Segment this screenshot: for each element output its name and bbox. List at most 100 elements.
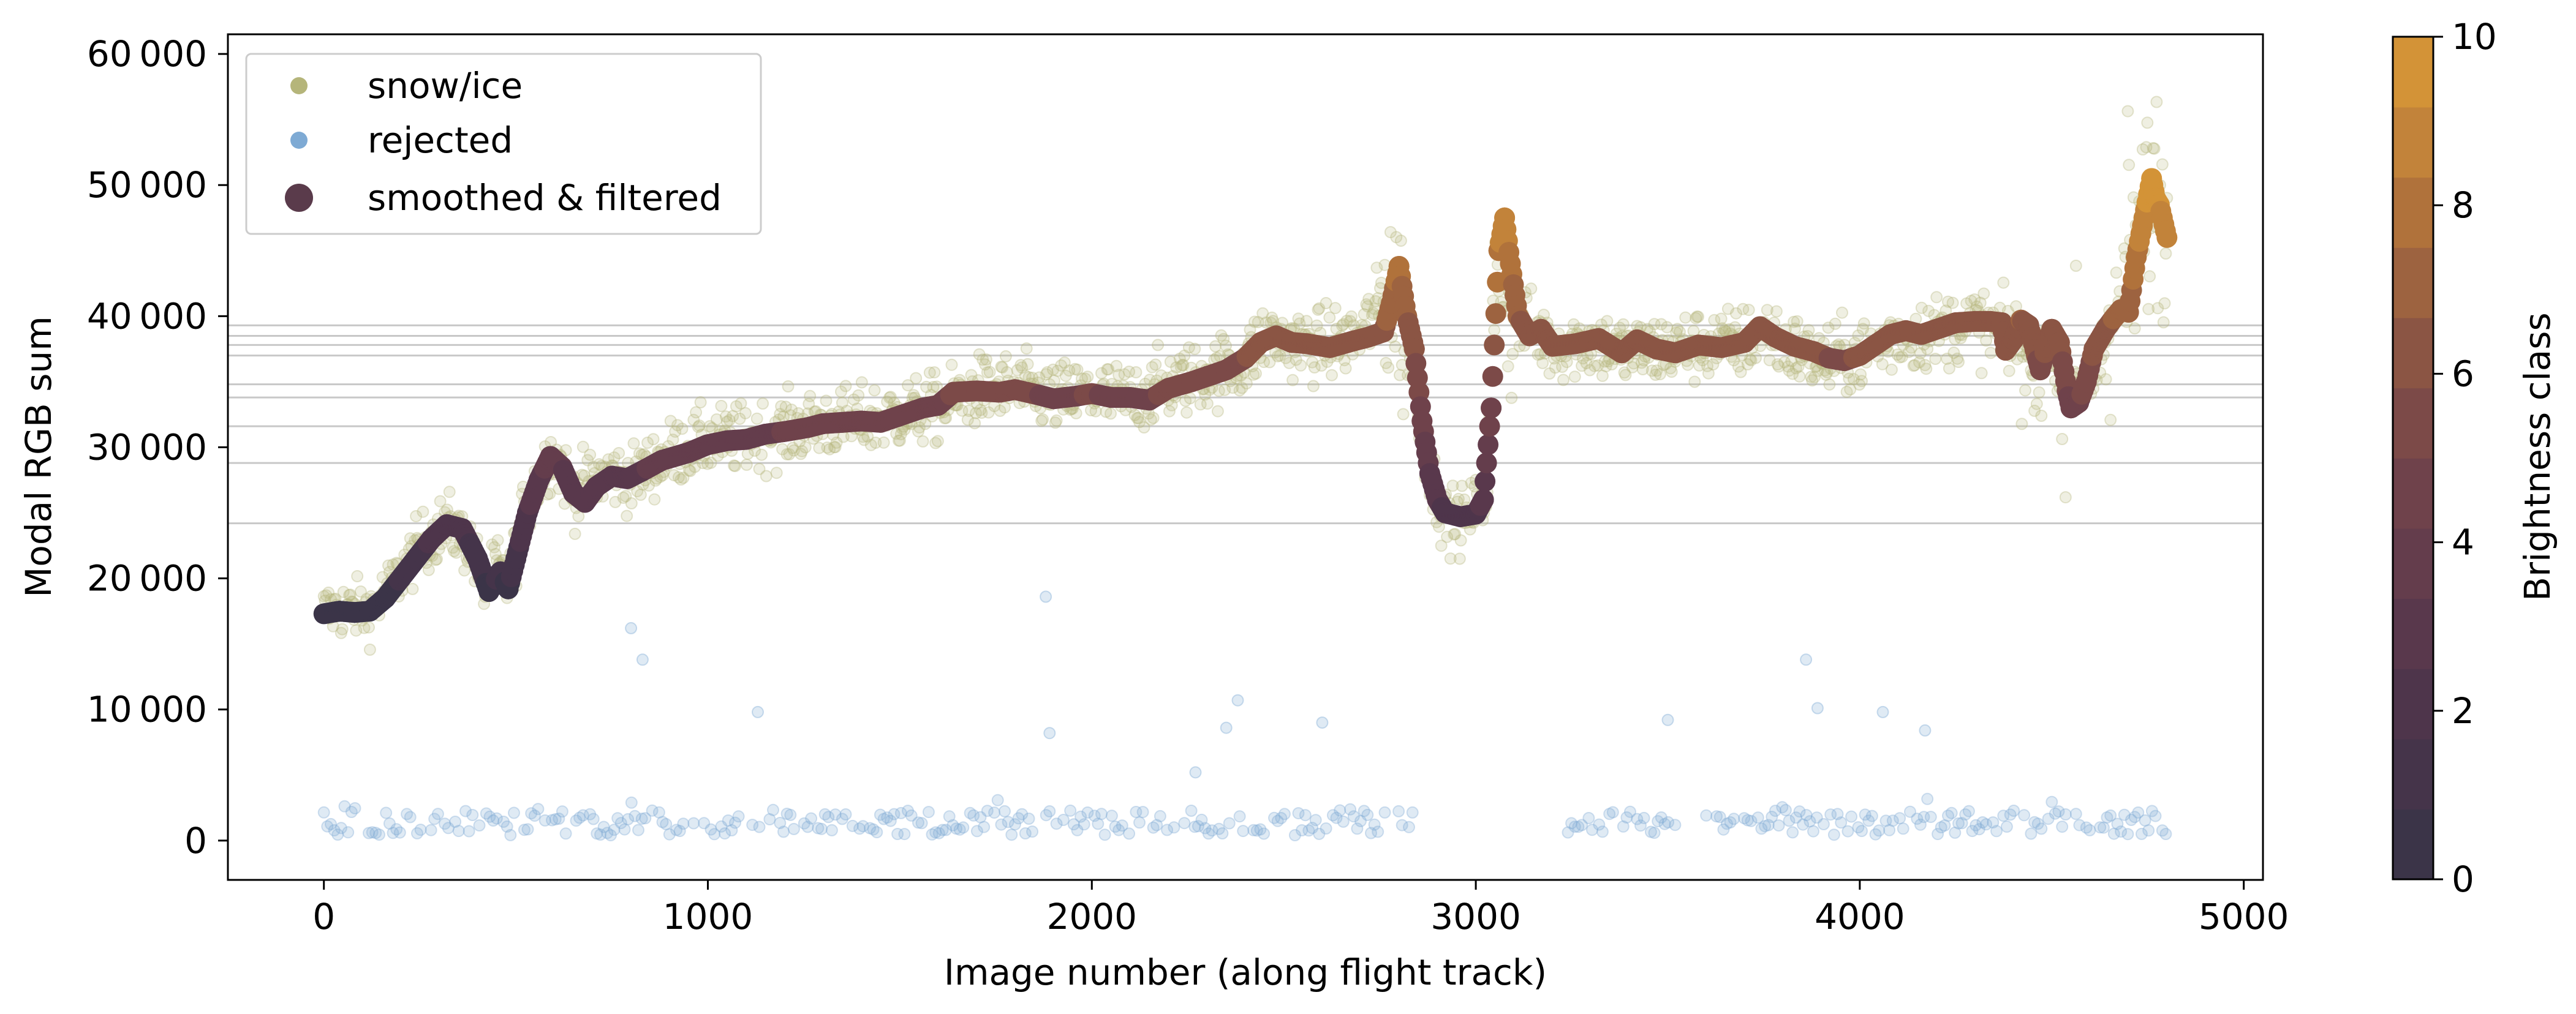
snow-ice-point [1260,316,1272,329]
snow-ice-point [999,350,1012,362]
rejected-point [1199,822,1212,835]
rejected-point [622,813,635,825]
smoothed-point [1473,489,1494,511]
rejected-point [1220,721,1233,734]
rejected-point [715,820,728,833]
snow-ice-point [406,582,419,595]
snow-ice-point [458,564,471,577]
snow-ice-point [995,361,1008,373]
snow-ice-point [839,380,852,392]
rejected-point [1800,653,1813,666]
smoothed-point [1475,471,1496,492]
rejected-point [1344,803,1357,816]
rejected-point [652,806,665,819]
snow-ice-point [1635,356,1648,369]
rejected-point [1879,814,1892,827]
snow-ice-point [1294,359,1307,372]
rejected-point [1189,766,1202,779]
rejected-point [629,809,641,822]
smoothed-point [1481,397,1502,419]
snow-ice-point [667,434,679,446]
rejected-point [704,823,717,836]
snow-ice-point [1543,367,1556,380]
snow-ice-point [1323,311,1336,324]
snow-ice-point [634,489,647,501]
rejected-point [518,824,531,836]
snow-ice-point [1655,318,1668,331]
rejected-point [1202,827,1215,840]
snow-ice-point [1290,353,1302,366]
snow-ice-point [350,624,363,637]
rejected-point [428,813,441,825]
snow-ice-point [703,420,716,433]
snow-ice-point [1743,353,1756,366]
rejected-point [1309,814,1322,827]
rejected-point [698,817,711,830]
rejected-point [812,822,825,835]
rejected-point [559,827,572,840]
colorbar-ticks: 0 2 4 6 8 10 [2433,16,2497,900]
snow-ice-point [1170,361,1183,374]
colorbar-segment [2393,809,2433,880]
rejected-point [905,809,918,822]
snow-ice-point [1033,371,1046,384]
rejected-point [1012,812,1025,825]
colorbar [2392,36,2434,881]
snow-ice-point [1382,361,1395,374]
rejected-point [487,814,500,827]
rejected-point [1644,825,1657,838]
rejected-point [601,827,614,839]
rejected-point [1637,811,1650,824]
rejected-point [1233,810,1246,823]
snow-ice-point [2011,353,2023,366]
snow-ice-point [447,541,459,554]
snow-ice-point [996,361,1009,374]
rejected-point [2135,827,2148,840]
snow-ice-point [1922,304,1935,317]
rejected-point [483,810,496,823]
rejected-point [1358,805,1370,817]
rejected-point [1917,811,1930,824]
snow-ice-point [1458,493,1471,506]
snow-ice-point [2156,158,2169,171]
snow-ice-point [1974,296,1987,309]
rejected-point [687,817,700,830]
snow-ice-point [682,464,695,476]
snow-ice-point [363,621,375,634]
rejected-point [1789,811,1802,824]
rejected-point [466,809,479,821]
rejected-point [500,820,513,833]
rejected-point [2042,813,2055,825]
rejected-point [1330,811,1343,824]
snow-ice-point [1645,364,1658,377]
snow-ice-point [1783,364,1796,377]
snow-ice-point [1149,358,1162,371]
rejected-point [722,814,735,827]
rejected-point [594,828,606,841]
rejected-point [1921,792,1934,805]
rejected-point [970,825,983,838]
snow-ice-point [962,404,975,417]
rejected-point [625,622,638,634]
snow-ice-point [1292,312,1305,325]
snow-ice-point [1952,356,1965,368]
snow-ice-point [1941,352,1954,365]
snow-ice-point [1501,360,1514,373]
snow-ice-point [1182,341,1195,354]
snow-ice-point [2030,397,2043,410]
snow-ice-point [1844,383,1857,396]
colorbar-segment [2393,528,2433,599]
rejected-point [1886,814,1899,827]
snow-ice-point [1340,315,1353,327]
legend-marker-snow-ice [290,77,308,94]
rejected-point [1067,818,1080,831]
rejected-point [1617,820,1630,833]
rejected-point [1856,825,1868,838]
snow-ice-point [730,400,742,413]
snow-ice-point [320,589,333,602]
snow-ice-point [1163,405,1176,418]
rejected-point [1631,813,1644,825]
rejected-point [331,828,344,841]
snow-ice-point [1793,370,1806,383]
rejected-point [1987,816,2000,829]
